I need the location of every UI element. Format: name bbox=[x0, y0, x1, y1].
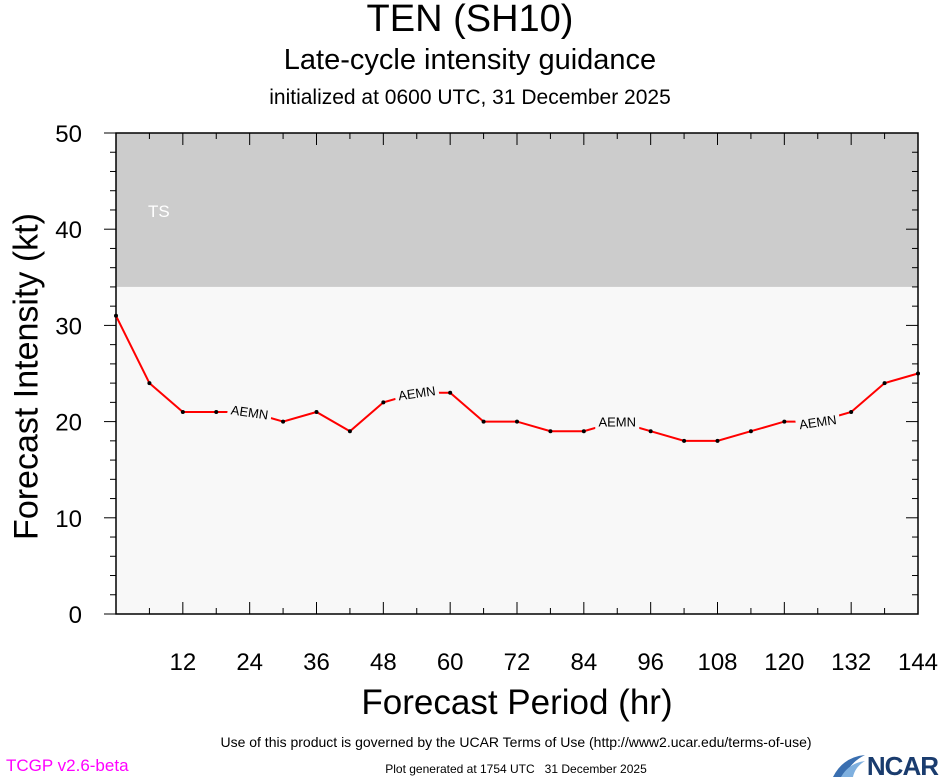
version-label: TCGP v2.6-beta bbox=[6, 756, 129, 775]
series-label-bg bbox=[595, 413, 640, 430]
x-tick-label: 96 bbox=[637, 649, 664, 676]
terms-of-use: Use of this product is governed by the U… bbox=[220, 734, 812, 750]
x-tick-label: 60 bbox=[437, 649, 464, 676]
y-tick-label: 0 bbox=[69, 602, 82, 629]
data-point bbox=[214, 409, 219, 414]
series-label: AEMN bbox=[230, 402, 269, 422]
series-label: AEMN bbox=[798, 412, 837, 432]
ncar-logo-swoosh-icon bbox=[832, 755, 865, 777]
init-time: initialized at 0600 UTC, 31 December 202… bbox=[269, 86, 671, 109]
data-point bbox=[347, 429, 352, 434]
data-point bbox=[682, 438, 687, 443]
data-point bbox=[882, 381, 887, 386]
ncar-logo-text: NCAR bbox=[866, 750, 939, 781]
x-tick-label: 24 bbox=[236, 649, 263, 676]
y-tick-label: 30 bbox=[55, 313, 82, 340]
chart-title: TEN (SH10) bbox=[366, 0, 574, 40]
series-label: AEMN bbox=[397, 383, 436, 403]
data-point bbox=[648, 429, 653, 434]
data-point bbox=[515, 419, 519, 424]
x-tick-label: 12 bbox=[169, 649, 196, 676]
series-label-bg bbox=[794, 410, 841, 433]
x-tick-label: 48 bbox=[370, 649, 397, 676]
band-label: TS bbox=[148, 202, 170, 221]
x-tick-label: 144 bbox=[898, 649, 938, 676]
data-point bbox=[314, 409, 319, 414]
series-label-bg bbox=[393, 381, 440, 404]
x-tick-label: 84 bbox=[570, 649, 597, 676]
series-label: AEMN bbox=[598, 415, 636, 430]
data-point bbox=[147, 381, 152, 386]
data-point bbox=[114, 313, 118, 318]
y-tick-label: 50 bbox=[55, 121, 82, 148]
x-tick-label: 120 bbox=[764, 649, 804, 676]
x-tick-label: 132 bbox=[831, 649, 871, 676]
data-point bbox=[581, 429, 586, 434]
ncar-logo: NCAR bbox=[831, 750, 939, 781]
y-tick-label: 40 bbox=[55, 217, 82, 244]
y-axis-label: Forecast Intensity (kt) bbox=[7, 213, 46, 540]
y-tick-label: 20 bbox=[55, 410, 82, 437]
data-point bbox=[381, 400, 386, 405]
data-point bbox=[715, 438, 720, 443]
chart-subtitle: Late-cycle intensity guidance bbox=[283, 44, 657, 76]
data-point bbox=[481, 419, 486, 424]
x-tick-label: 108 bbox=[697, 649, 737, 676]
y-tick-label: 10 bbox=[55, 506, 82, 533]
data-point bbox=[748, 429, 753, 434]
data-point bbox=[916, 371, 920, 376]
x-axis-label: Forecast Period (hr) bbox=[361, 683, 673, 722]
band-ts bbox=[116, 133, 918, 287]
generated-time: Plot generated at 1754 UTC 31 December 2… bbox=[385, 762, 647, 776]
data-point bbox=[281, 419, 286, 424]
data-point bbox=[849, 409, 854, 414]
x-tick-label: 36 bbox=[303, 649, 330, 676]
data-point bbox=[782, 419, 787, 424]
data-point bbox=[448, 390, 453, 395]
series-label-bg bbox=[226, 400, 273, 424]
data-point bbox=[548, 429, 553, 434]
x-tick-label: 72 bbox=[504, 649, 531, 676]
data-point bbox=[180, 409, 185, 414]
